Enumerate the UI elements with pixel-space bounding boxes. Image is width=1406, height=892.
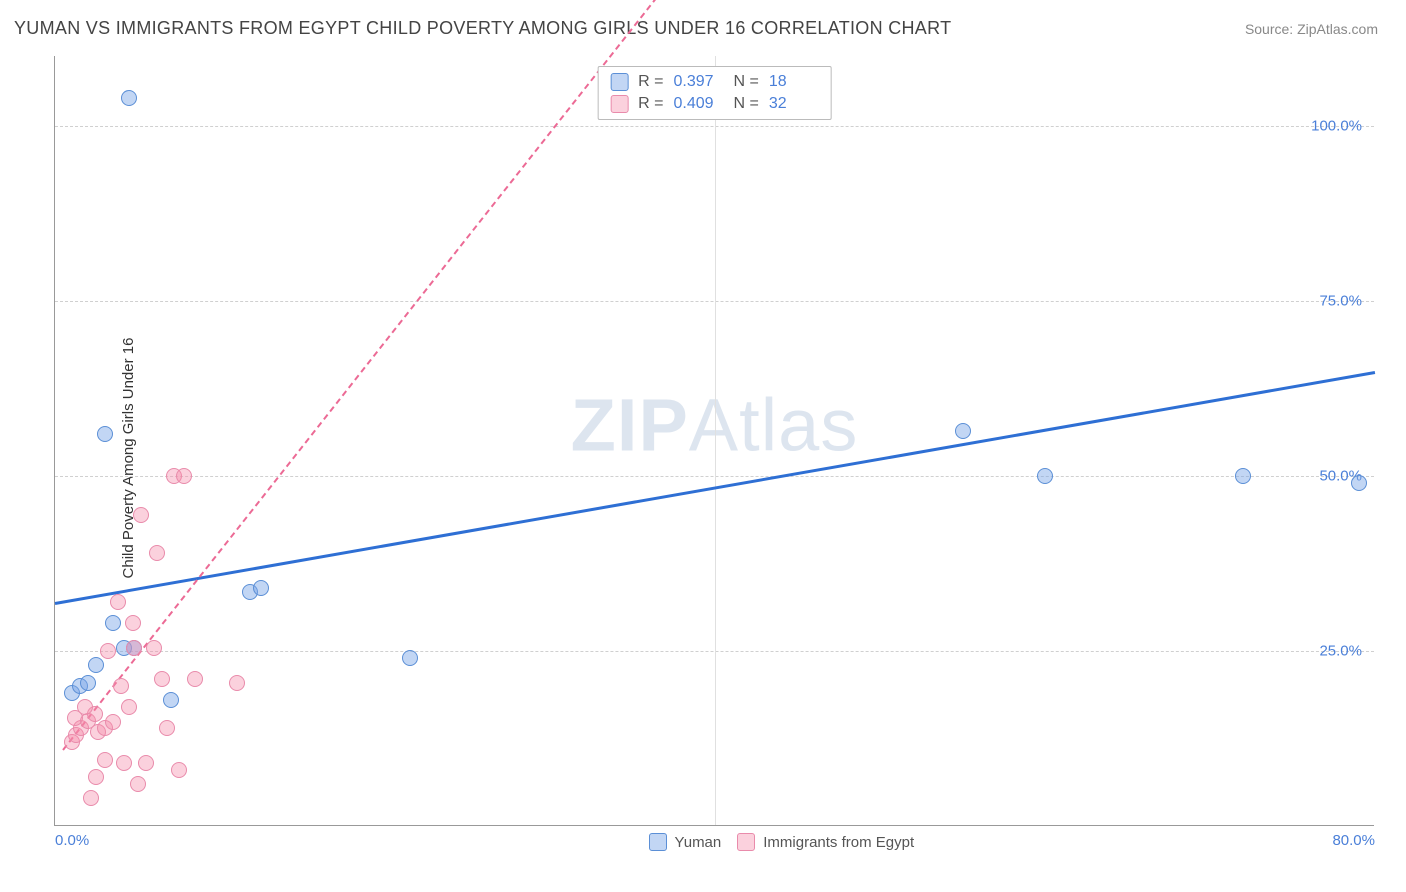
y-tick-label: 25.0%: [1319, 643, 1362, 660]
data-point-egypt: [187, 671, 203, 687]
data-point-yuman: [402, 650, 418, 666]
data-point-egypt: [159, 720, 175, 736]
data-point-yuman: [163, 692, 179, 708]
x-tick-label: 0.0%: [55, 832, 89, 849]
legend-swatch-yuman: [610, 73, 628, 91]
source-attribution: Source: ZipAtlas.com: [1245, 21, 1378, 37]
legend-r-value: 0.409: [674, 95, 724, 113]
data-point-egypt: [171, 762, 187, 778]
data-point-egypt: [110, 594, 126, 610]
data-point-yuman: [1037, 468, 1053, 484]
data-point-egypt: [88, 769, 104, 785]
legend-swatch-egypt: [737, 833, 755, 851]
data-point-yuman: [955, 423, 971, 439]
legend-r-label: R =: [638, 95, 663, 113]
data-point-egypt: [116, 755, 132, 771]
data-point-yuman: [97, 426, 113, 442]
legend-n-value: 32: [769, 95, 819, 113]
data-point-egypt: [121, 699, 137, 715]
legend-series-name: Immigrants from Egypt: [763, 834, 914, 851]
data-point-yuman: [80, 675, 96, 691]
data-point-egypt: [105, 714, 121, 730]
legend-n-label: N =: [734, 95, 759, 113]
data-point-egypt: [83, 790, 99, 806]
legend-n-value: 18: [769, 73, 819, 91]
data-point-egypt: [146, 640, 162, 656]
y-tick-label: 100.0%: [1311, 118, 1362, 135]
x-tick-label: 80.0%: [1332, 832, 1375, 849]
data-point-egypt: [138, 755, 154, 771]
data-point-yuman: [1351, 475, 1367, 491]
legend-swatch-yuman: [649, 833, 667, 851]
legend-series-name: Yuman: [675, 834, 722, 851]
data-point-egypt: [113, 678, 129, 694]
data-point-egypt: [77, 699, 93, 715]
correlation-legend: R = 0.397 N = 18 R = 0.409 N = 32: [597, 66, 832, 120]
chart-title: YUMAN VS IMMIGRANTS FROM EGYPT CHILD POV…: [14, 18, 951, 39]
chart-container: Child Poverty Among Girls Under 16 ZIPAt…: [14, 48, 1390, 868]
data-point-yuman: [88, 657, 104, 673]
data-point-egypt: [176, 468, 192, 484]
y-tick-label: 75.0%: [1319, 293, 1362, 310]
plot-area: ZIPAtlas 25.0%50.0%75.0%100.0%0.0%80.0%R…: [54, 56, 1374, 826]
data-point-egypt: [130, 776, 146, 792]
series-legend: Yuman Immigrants from Egypt: [649, 833, 915, 851]
data-point-yuman: [1235, 468, 1251, 484]
data-point-egypt: [100, 643, 116, 659]
data-point-egypt: [125, 615, 141, 631]
data-point-egypt: [149, 545, 165, 561]
data-point-egypt: [229, 675, 245, 691]
legend-n-label: N =: [734, 73, 759, 91]
data-point-egypt: [133, 507, 149, 523]
legend-r-value: 0.397: [674, 73, 724, 91]
data-point-yuman: [253, 580, 269, 596]
gridline-v: [715, 56, 716, 825]
legend-r-label: R =: [638, 73, 663, 91]
data-point-yuman: [105, 615, 121, 631]
data-point-yuman: [121, 90, 137, 106]
data-point-egypt: [154, 671, 170, 687]
legend-swatch-egypt: [610, 95, 628, 113]
data-point-egypt: [97, 752, 113, 768]
data-point-egypt: [126, 640, 142, 656]
